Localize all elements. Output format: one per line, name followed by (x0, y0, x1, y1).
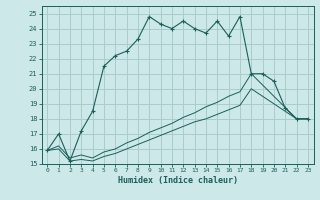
X-axis label: Humidex (Indice chaleur): Humidex (Indice chaleur) (118, 176, 237, 185)
